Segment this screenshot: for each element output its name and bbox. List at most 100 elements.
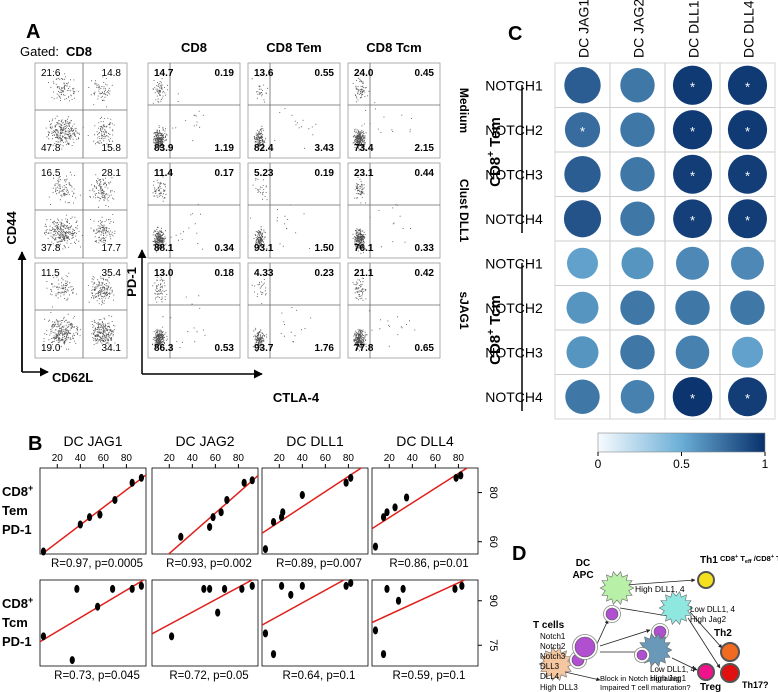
y-tick-label: 60 <box>487 536 499 548</box>
stats-label: R=0.89, p=0.007 <box>276 558 362 570</box>
data-point <box>380 513 387 522</box>
quadrant-percent: 1.76 <box>315 343 335 354</box>
quadrant-percent: 14.8 <box>102 68 122 79</box>
panel-label: C <box>508 23 522 45</box>
quadrant-percent: 5.23 <box>254 168 274 179</box>
data-point <box>372 542 379 551</box>
data-point <box>215 608 221 617</box>
arrow <box>671 657 698 671</box>
flow-plot <box>247 162 341 259</box>
correlation-dot <box>672 110 713 150</box>
diagram-label: High DLL3 <box>540 683 578 692</box>
data-point <box>270 518 277 527</box>
quadrant-percent: 86.3 <box>154 343 174 354</box>
quadrant-percent: 21.6 <box>41 68 61 79</box>
correlation-dot <box>728 377 767 417</box>
column-header: CD8 Tcm <box>366 40 421 55</box>
quadrant-percent: 0.55 <box>315 68 335 79</box>
arrow <box>624 578 696 586</box>
axis-label: CD62L <box>52 370 93 385</box>
correlation-dot <box>730 290 765 325</box>
group-label-name: CD8 <box>487 157 504 187</box>
x-tick-label: 40 <box>407 453 419 464</box>
cell-dots <box>43 272 116 350</box>
cell-dots <box>250 178 310 250</box>
group-label-sup: + <box>486 151 497 157</box>
data-point <box>112 495 118 504</box>
row-label: NOTCH2 <box>485 300 543 316</box>
quadrant-percent: 0.18 <box>215 268 235 279</box>
data-point <box>249 581 255 590</box>
quadrant-percent: 23.1 <box>354 168 374 179</box>
data-point <box>262 629 269 638</box>
colorbar-tick-label: 0.5 <box>673 457 690 471</box>
plot-frame <box>151 579 259 667</box>
quadrant-percent: 37.8 <box>41 243 61 254</box>
row-label: Medium <box>457 88 471 133</box>
quadrant-percent: 4.33 <box>254 268 274 279</box>
plot-frame <box>347 162 441 259</box>
significance-star: * <box>745 79 750 94</box>
correlation-dot <box>620 335 655 370</box>
flow-plot <box>247 62 341 159</box>
column-header: CD8 Tem <box>266 40 321 55</box>
flow-plot <box>34 262 128 359</box>
quadrant-percent: 93.7 <box>254 343 274 354</box>
x-tick-label: 80 <box>233 453 245 464</box>
cell-dots <box>152 276 206 350</box>
t-cell <box>653 625 667 639</box>
flow-plot <box>247 262 341 359</box>
flow-plot <box>34 62 128 159</box>
data-point <box>372 626 379 635</box>
data-point <box>459 581 465 590</box>
quadrant-percent: 11.5 <box>41 268 60 279</box>
flow-plot <box>347 62 441 159</box>
quadrant-percent: 0.42 <box>415 268 435 279</box>
correlation-dot <box>673 154 712 194</box>
colorbar-tick-label: 0 <box>595 457 602 471</box>
data-point <box>403 493 410 502</box>
data-point <box>178 532 184 541</box>
flow-plot <box>147 262 241 359</box>
data-point <box>207 584 213 593</box>
data-point <box>299 491 305 500</box>
quadrant-percent: 0.17 <box>215 168 235 179</box>
th1-note-part: /CD8 <box>752 554 771 563</box>
th2-cell <box>720 642 740 662</box>
data-point <box>221 584 228 593</box>
column-header: DC DLL1 <box>686 0 702 58</box>
data-point <box>168 632 175 641</box>
quadrant-percent: 83.9 <box>154 143 174 154</box>
x-tick-label: 40 <box>187 453 199 464</box>
significance-star: * <box>690 391 695 406</box>
data-point <box>343 581 349 590</box>
row-label-sup: + <box>28 483 33 493</box>
quadrant-percent: 0.65 <box>415 343 435 354</box>
correlation-dot <box>620 290 655 325</box>
th1-note-part: T <box>774 554 778 563</box>
correlation-dot <box>620 157 655 192</box>
diagram-label: DC <box>576 558 590 569</box>
quadrant-percent: 17.7 <box>102 243 122 254</box>
significance-star: * <box>690 213 695 228</box>
quadrant-percent: 77.8 <box>354 343 374 354</box>
quadrant-percent: 47.8 <box>41 143 61 154</box>
arrow <box>689 611 723 649</box>
treg-cell <box>697 663 715 681</box>
row-label-sup: + <box>28 595 33 605</box>
data-point <box>392 503 398 512</box>
data-point <box>74 584 80 593</box>
diagram-label: High Jag1 <box>650 674 687 683</box>
quadrant-percent: 0.23 <box>315 268 335 279</box>
row-label: NOTCH3 <box>485 344 543 360</box>
correlation-dot <box>563 200 602 238</box>
correlation-dot <box>676 246 709 280</box>
scatter-plot <box>371 579 479 667</box>
row-label: CD8+ <box>2 595 33 611</box>
data-point <box>280 508 286 517</box>
row-label: NOTCH1 <box>485 77 543 93</box>
stats-label: R=0.59, p=0.1 <box>393 670 466 682</box>
quadrant-percent: 35.4 <box>102 268 122 279</box>
stats-label: R=0.73, p=0.045 <box>54 670 140 682</box>
plot-frame <box>34 262 128 359</box>
